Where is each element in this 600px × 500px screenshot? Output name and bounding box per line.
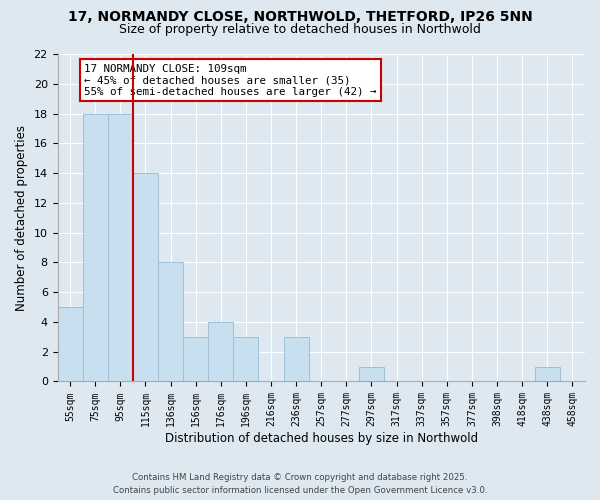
Bar xyxy=(58,307,83,382)
Y-axis label: Number of detached properties: Number of detached properties xyxy=(15,124,28,310)
Bar xyxy=(108,114,133,382)
Text: Size of property relative to detached houses in Northwold: Size of property relative to detached ho… xyxy=(119,22,481,36)
Bar xyxy=(183,337,208,382)
Bar xyxy=(359,366,384,382)
Text: 17 NORMANDY CLOSE: 109sqm
← 45% of detached houses are smaller (35)
55% of semi-: 17 NORMANDY CLOSE: 109sqm ← 45% of detac… xyxy=(84,64,376,97)
Bar xyxy=(208,322,233,382)
Bar xyxy=(133,173,158,382)
Bar xyxy=(83,114,108,382)
Bar xyxy=(158,262,183,382)
Text: 17, NORMANDY CLOSE, NORTHWOLD, THETFORD, IP26 5NN: 17, NORMANDY CLOSE, NORTHWOLD, THETFORD,… xyxy=(68,10,532,24)
X-axis label: Distribution of detached houses by size in Northwold: Distribution of detached houses by size … xyxy=(165,432,478,445)
Bar xyxy=(233,337,259,382)
Text: Contains HM Land Registry data © Crown copyright and database right 2025.
Contai: Contains HM Land Registry data © Crown c… xyxy=(113,474,487,495)
Bar xyxy=(535,366,560,382)
Bar xyxy=(284,337,309,382)
